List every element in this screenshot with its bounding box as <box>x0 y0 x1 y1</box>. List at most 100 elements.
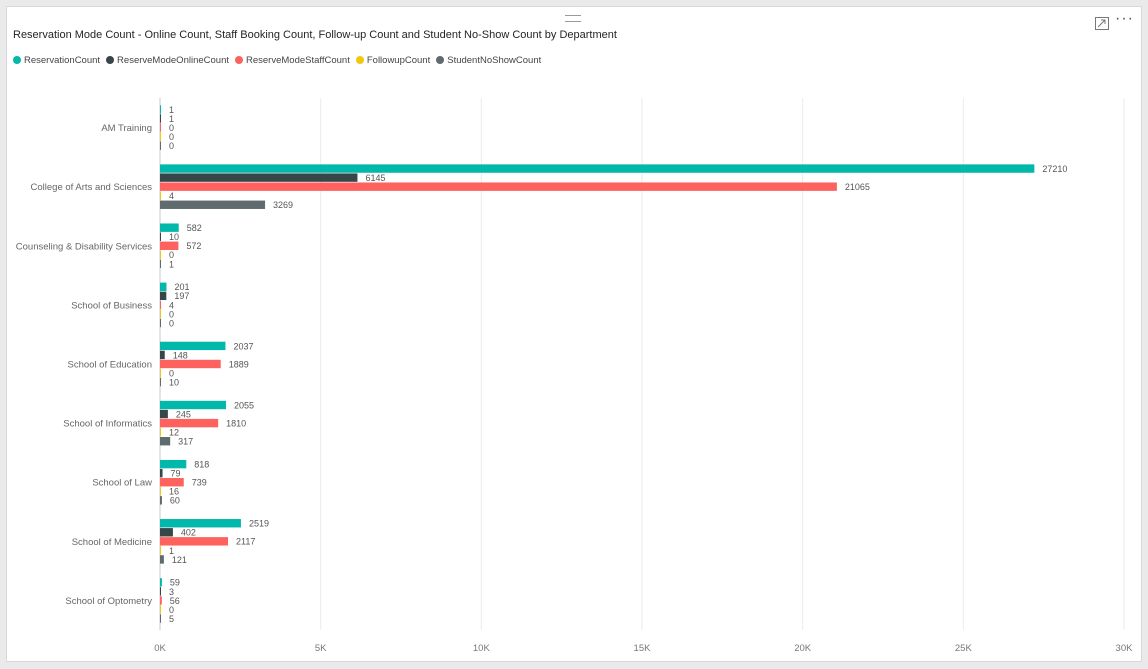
chart-title: Reservation Mode Count - Online Count, S… <box>13 29 617 41</box>
bar[interactable] <box>160 437 171 446</box>
data-label: 572 <box>186 241 201 251</box>
category-label: School of Business <box>71 300 152 311</box>
bar[interactable] <box>160 341 226 351</box>
bar[interactable] <box>160 537 229 546</box>
x-tick-label: 20K <box>794 643 812 654</box>
data-label: 12 <box>169 428 179 438</box>
data-label: 2117 <box>236 537 255 547</box>
legend-item[interactable]: ReservationCount <box>13 55 100 66</box>
more-options-icon[interactable]: ··· <box>1115 10 1134 27</box>
bar[interactable] <box>160 232 161 241</box>
data-label: 10 <box>169 232 179 242</box>
legend-label: ReserveModeOnlineCount <box>117 54 229 66</box>
bar[interactable] <box>160 496 162 505</box>
data-label: 10 <box>169 378 179 388</box>
bar[interactable] <box>160 200 266 209</box>
data-label: 0 <box>169 309 174 319</box>
bar[interactable] <box>160 350 165 360</box>
bar[interactable] <box>160 105 161 114</box>
bar[interactable] <box>160 578 162 587</box>
bar[interactable] <box>160 132 161 141</box>
legend-item[interactable]: StudentNoShowCount <box>436 55 541 66</box>
bar[interactable] <box>160 478 184 487</box>
data-label: 16 <box>169 487 179 497</box>
legend-label: StudentNoShowCount <box>447 54 542 66</box>
legend-item[interactable]: ReserveModeOnlineCount <box>106 55 229 66</box>
data-label: 0 <box>169 250 174 260</box>
data-label: 0 <box>169 123 174 133</box>
bar[interactable] <box>160 141 161 150</box>
data-label: 1889 <box>229 359 249 369</box>
data-label: 27210 <box>1042 164 1067 174</box>
bar[interactable] <box>160 528 173 537</box>
data-label: 0 <box>169 368 174 378</box>
bar[interactable] <box>160 250 161 260</box>
data-label: 1 <box>169 546 174 556</box>
category-label: AM Training <box>101 123 152 134</box>
bar[interactable] <box>160 282 167 291</box>
bar[interactable] <box>160 123 161 132</box>
data-label: 1 <box>169 259 174 269</box>
x-tick-label: 10K <box>473 643 491 654</box>
bar[interactable] <box>160 587 161 596</box>
bar[interactable] <box>160 596 162 605</box>
bar[interactable] <box>160 368 161 378</box>
bar[interactable] <box>160 318 161 328</box>
bar[interactable] <box>160 409 168 419</box>
legend-item[interactable]: FollowupCount <box>355 54 431 66</box>
bar[interactable] <box>160 241 179 250</box>
bar[interactable] <box>160 300 161 310</box>
legend-label: ReservationCount <box>24 54 101 66</box>
bar[interactable] <box>160 259 161 269</box>
bar[interactable] <box>160 468 163 478</box>
legend-item[interactable]: ReserveModeStaffCount <box>235 55 350 66</box>
bar[interactable] <box>160 191 161 200</box>
bar[interactable] <box>160 377 161 387</box>
bar[interactable] <box>160 459 187 469</box>
focus-mode-icon[interactable] <box>1095 17 1109 30</box>
drag-handle-icon[interactable] <box>565 15 581 22</box>
bar[interactable] <box>160 164 1035 173</box>
legend-label: FollowupCount <box>366 54 431 66</box>
data-label: 121 <box>172 555 187 565</box>
bar[interactable] <box>160 400 227 410</box>
data-label: 317 <box>178 437 193 447</box>
category-label: School of Education <box>67 360 152 371</box>
legend-marker <box>235 56 243 64</box>
data-label: 3269 <box>273 200 293 210</box>
data-label: 197 <box>174 291 189 301</box>
bar[interactable] <box>160 359 221 369</box>
category-label: Counseling & Disability Services <box>16 241 152 252</box>
bar[interactable] <box>160 605 161 614</box>
data-label: 1810 <box>226 419 246 429</box>
bar[interactable] <box>160 114 161 123</box>
bar[interactable] <box>160 418 219 428</box>
data-label: 21065 <box>845 182 870 192</box>
bar[interactable] <box>160 546 161 555</box>
bar[interactable] <box>160 555 164 564</box>
bar[interactable] <box>160 223 179 232</box>
data-label: 0 <box>169 132 174 142</box>
bar[interactable] <box>160 291 167 301</box>
data-label: 5 <box>169 614 174 624</box>
legend-marker <box>436 56 445 64</box>
data-label: 4 <box>169 300 174 310</box>
bar[interactable] <box>160 309 161 319</box>
data-label: 2055 <box>234 400 254 410</box>
x-tick-label: 15K <box>634 643 652 654</box>
bar[interactable] <box>160 173 358 182</box>
data-label: 201 <box>174 282 189 292</box>
data-label: 60 <box>170 496 180 506</box>
data-label: 2519 <box>249 519 269 529</box>
data-label: 402 <box>181 528 196 538</box>
bar[interactable] <box>160 182 837 191</box>
data-label: 2037 <box>233 341 253 351</box>
legend-marker <box>13 56 21 64</box>
bar[interactable] <box>160 487 161 496</box>
data-label: 1 <box>169 105 174 115</box>
x-tick-label: 0K <box>154 643 166 654</box>
bar[interactable] <box>160 427 161 437</box>
bar[interactable] <box>160 519 241 528</box>
bar[interactable] <box>160 614 161 623</box>
data-label: 739 <box>192 478 207 488</box>
